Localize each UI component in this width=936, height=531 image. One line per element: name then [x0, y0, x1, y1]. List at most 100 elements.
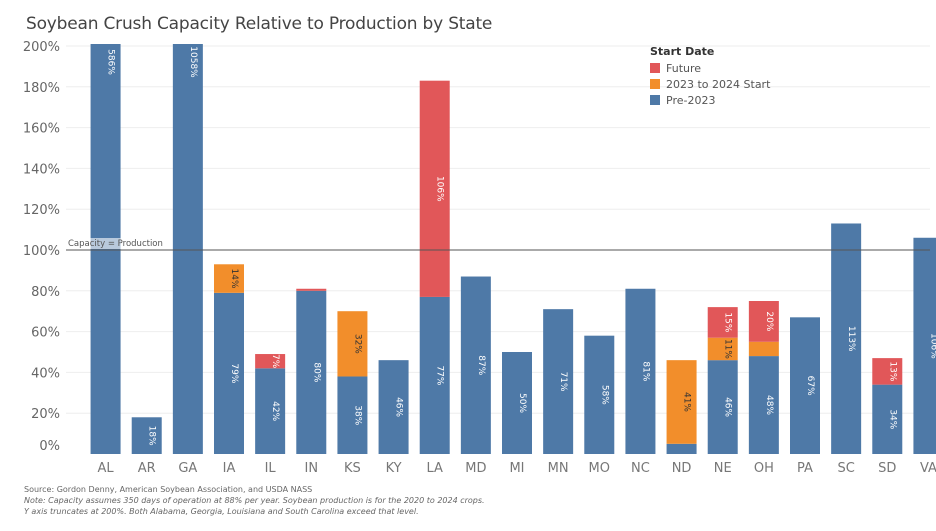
x-tick-label: MO: [589, 461, 610, 476]
legend-item-pre-2023[interactable]: Pre-2023: [650, 92, 770, 108]
bar-data-label: 50%: [517, 393, 527, 413]
y-tick-label: 140%: [23, 162, 60, 177]
bar-segment[interactable]: [790, 317, 820, 454]
bar-segment[interactable]: [131, 417, 162, 454]
bar-segment[interactable]: [913, 237, 936, 454]
bar-data-label: 113%: [846, 326, 856, 352]
y-tick-label: 100%: [23, 244, 60, 259]
bar-segment[interactable]: [666, 443, 697, 454]
y-tick-label: 40%: [31, 366, 60, 381]
bar-segment[interactable]: [872, 384, 903, 454]
x-tick-label: IN: [305, 461, 319, 476]
bar-data-label: 14%: [229, 269, 239, 289]
bar-segment[interactable]: [419, 80, 450, 297]
bar-segment[interactable]: [748, 341, 779, 357]
bar-data-label: 18%: [147, 426, 157, 446]
note-text-2: Y axis truncates at 200%. Both Alabama, …: [24, 507, 419, 516]
x-tick-label: KY: [386, 461, 402, 476]
bar-data-label: 46%: [394, 397, 404, 417]
bar-data-label: 1058%: [188, 46, 198, 78]
reference-line-label: Capacity = Production: [68, 239, 163, 249]
bar-segment[interactable]: [543, 309, 574, 454]
bar-data-label: 15%: [723, 312, 733, 332]
bar-data-label: 71%: [558, 372, 568, 392]
bar-data-label: 42%: [270, 401, 280, 421]
x-tick-label: MN: [548, 461, 569, 476]
y-tick-label: 200%: [23, 40, 60, 55]
bar-data-label: 34%: [887, 409, 897, 429]
bar-data-label: 41%: [682, 392, 692, 412]
x-tick-label: SD: [878, 461, 896, 476]
y-tick-label: 120%: [23, 203, 60, 218]
chart-title: Soybean Crush Capacity Relative to Produ…: [26, 14, 493, 34]
bar-segment[interactable]: [296, 288, 327, 291]
bar-segment[interactable]: [502, 352, 532, 454]
y-tick-label: 180%: [23, 81, 60, 96]
legend-swatch-2023-2024: [650, 79, 660, 89]
y-tick-label: 0%: [39, 439, 60, 454]
bar-data-label: 586%: [106, 49, 116, 75]
y-tick-label: 20%: [31, 407, 60, 422]
bar-data-label: 32%: [352, 334, 362, 354]
bar-segment[interactable]: [419, 296, 450, 454]
bar-segment[interactable]: [255, 368, 286, 454]
bar-segment[interactable]: [584, 335, 615, 454]
bar-segment[interactable]: [707, 360, 738, 454]
bar-data-label: 13%: [887, 361, 897, 381]
bar-segment[interactable]: [172, 44, 203, 454]
bar-data-label: 20%: [764, 311, 774, 331]
x-tick-label: SC: [837, 461, 854, 476]
bar-segment[interactable]: [748, 356, 779, 454]
x-tick-label: PA: [797, 461, 813, 476]
bar-data-label: 106%: [435, 176, 445, 202]
bar-segment[interactable]: [296, 290, 327, 454]
y-tick-label: 80%: [31, 285, 60, 300]
bar-data-label: 7%: [270, 354, 280, 369]
bar-segment[interactable]: [255, 354, 286, 369]
legend-swatch-pre-2023: [650, 95, 660, 105]
bar-data-label: 77%: [435, 365, 445, 385]
x-tick-label: AL: [98, 461, 115, 476]
bar-data-label: 79%: [229, 363, 239, 383]
bar-segment[interactable]: [625, 288, 656, 454]
bar-segment[interactable]: [214, 264, 244, 293]
reference-label-bg: [67, 238, 157, 249]
x-tick-label: OH: [754, 461, 774, 476]
bar-segment[interactable]: [831, 223, 862, 454]
bars: 586% 18% 1058% 79% 14% 42% 7% 80% 38% 32% 46% 77% 10…: [90, 44, 936, 454]
legend-item-2023-2024[interactable]: 2023 to 2024 Start: [650, 76, 770, 92]
legend-item-future[interactable]: Future: [650, 60, 770, 76]
bar-data-label: 48%: [764, 395, 774, 415]
bar-segment[interactable]: [337, 376, 368, 454]
bar-data-label: 87%: [476, 355, 486, 375]
bar-segment[interactable]: [748, 301, 779, 342]
x-tick-label: MD: [465, 461, 486, 476]
bar-segment[interactable]: [707, 307, 738, 338]
legend-title: Start Date: [650, 45, 715, 58]
bar-data-label: 67%: [805, 376, 815, 396]
x-tick-label: MI: [509, 461, 524, 476]
bar-segment[interactable]: [460, 276, 491, 454]
bar-segment[interactable]: [214, 292, 244, 454]
x-tick-label: NC: [631, 461, 650, 476]
legend-label-future: Future: [666, 61, 702, 75]
bar-segment[interactable]: [378, 360, 409, 454]
bar-segment[interactable]: [666, 360, 697, 444]
x-tick-label: ND: [672, 461, 692, 476]
y-axis: 0% 20% 40% 60% 80% 100% 120% 140% 160% 180% 200%: [23, 40, 60, 454]
legend-swatch-future: [650, 63, 660, 73]
bar-segment[interactable]: [707, 337, 738, 361]
reference-line-group: Capacity = Production: [66, 238, 930, 251]
legend-label-pre-2023: Pre-2023: [666, 93, 716, 107]
bar-data-label: 58%: [599, 385, 609, 405]
x-axis: AL AR GA IA IL IN KS KY LA MD MI MN MO NC ND NE OH PA SC SD…: [98, 461, 936, 476]
bar-data-label: 106%: [928, 333, 936, 359]
footer: Source: Gordon Denny, American Soybean A…: [24, 484, 485, 517]
x-tick-label: IL: [265, 461, 277, 476]
y-tick-label: 60%: [31, 326, 60, 341]
bar-data-label: 38%: [352, 405, 362, 425]
bar-segment[interactable]: [872, 358, 903, 385]
bar-data-label: 80%: [311, 362, 321, 382]
bar-data-label: 11%: [723, 339, 733, 359]
bar-segment[interactable]: [337, 311, 368, 377]
